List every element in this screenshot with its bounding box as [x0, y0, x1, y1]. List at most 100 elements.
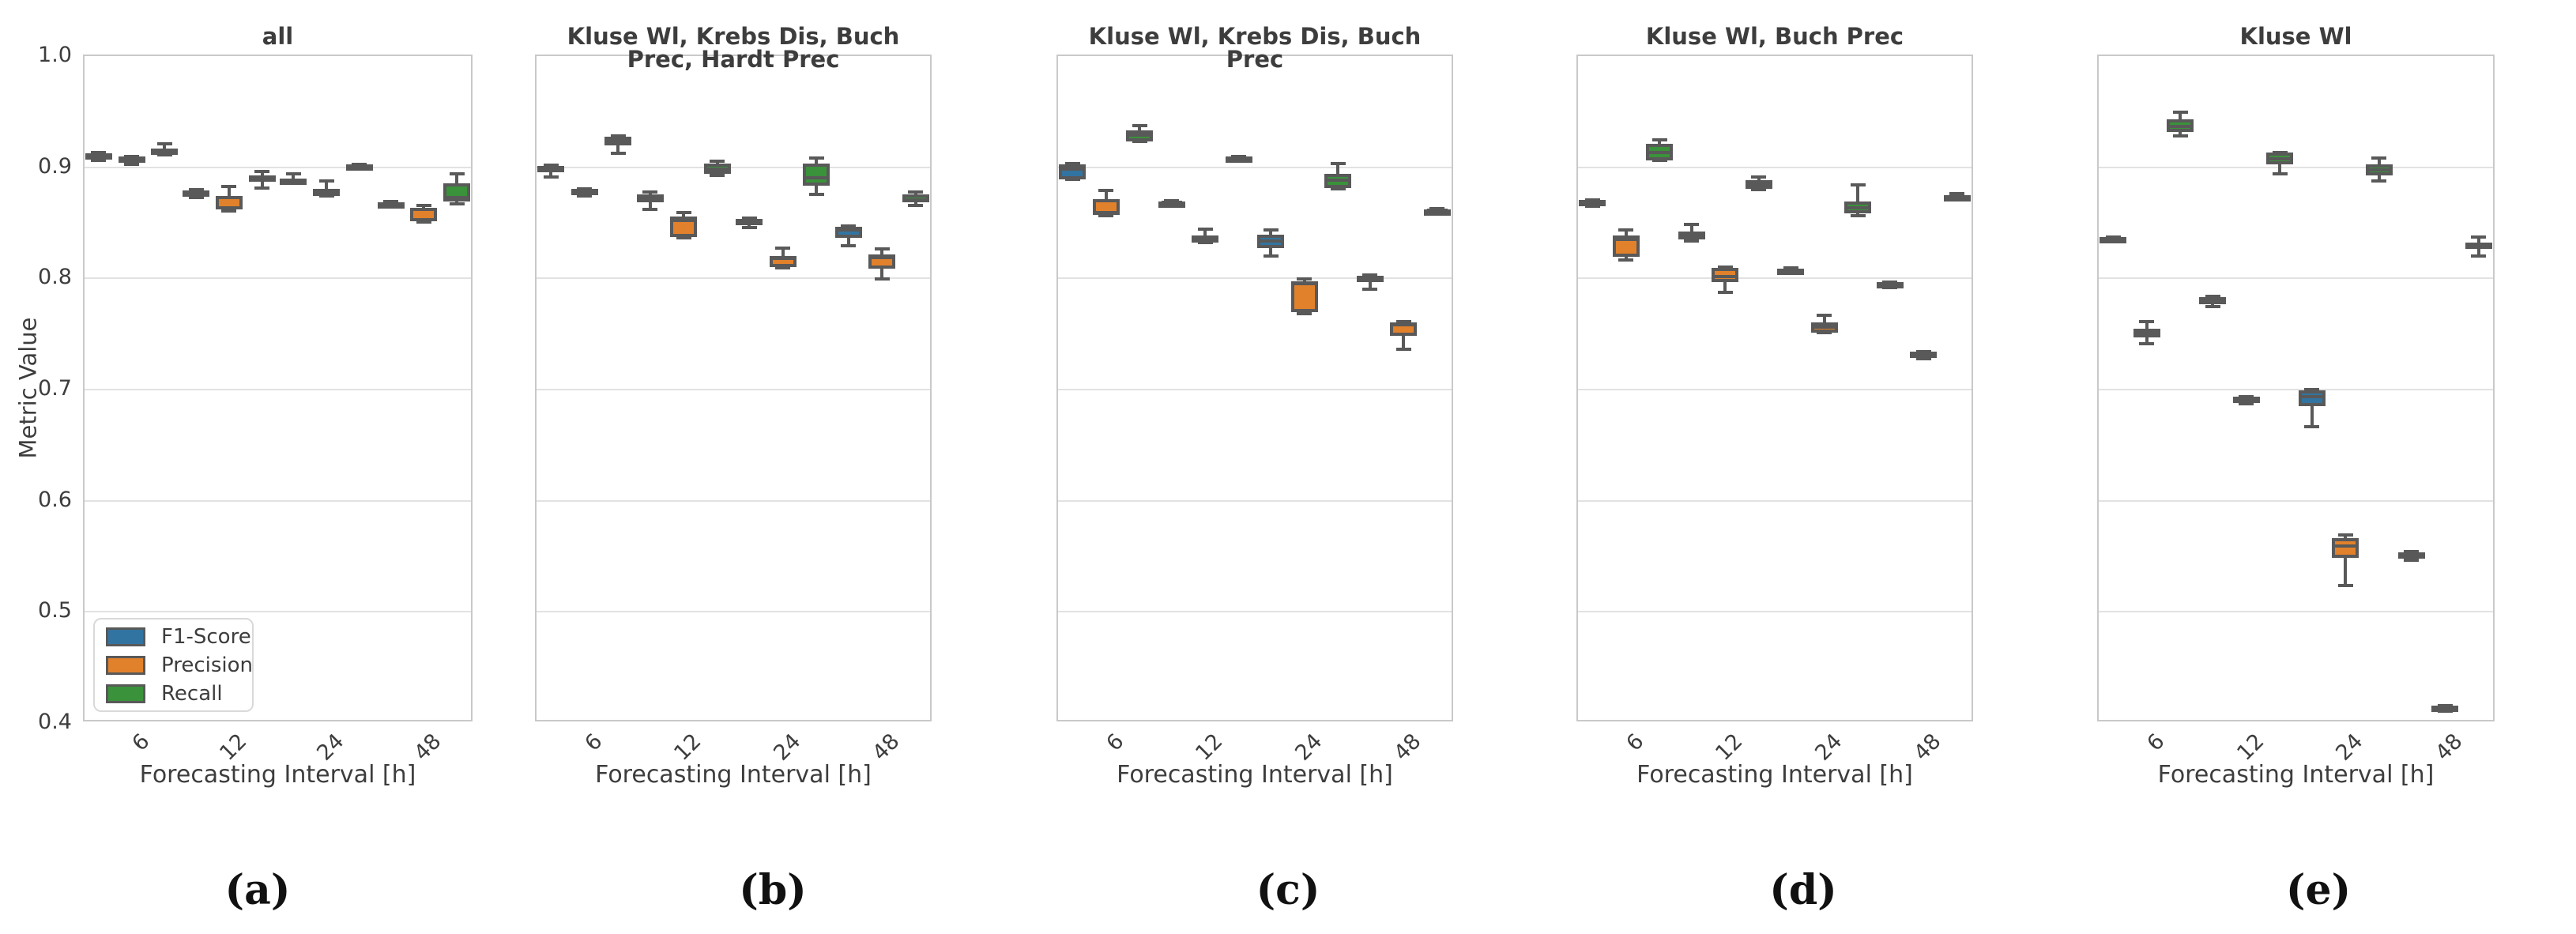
gridline-0.5 [1578, 611, 1972, 613]
legend-entry-f1-score: F1-Score [106, 627, 251, 647]
cap-low-f1-score-6h-a [91, 158, 107, 162]
gridline-0.9 [1058, 166, 1452, 168]
cap-high-precision-48h-c [1395, 320, 1411, 324]
median-recall-6h-c [1129, 133, 1151, 137]
median-f1-score-6h-c [1062, 167, 1083, 171]
legend-entry-precision: Precision [106, 655, 253, 676]
gridline-0.7 [85, 389, 471, 390]
median-recall-24h-e [2368, 168, 2390, 172]
cap-low-precision-6h-b [577, 194, 593, 198]
median-f1-score-48h-a [380, 202, 401, 206]
xlabel-b: Forecasting Interval [h] [595, 761, 872, 789]
cap-high-recall-12h-c [1231, 154, 1247, 158]
median-f1-score-6h-a [88, 154, 109, 157]
caption-c: (c) [1256, 866, 1320, 914]
median-precision-6h-d [1615, 237, 1636, 241]
gridline-0.9 [85, 166, 471, 168]
whisker-recall-24h-d [1856, 185, 1860, 216]
xlabel-e: Forecasting Interval [h] [2157, 761, 2435, 789]
cap-high-recall-24h-d [1850, 183, 1866, 187]
median-recall-12h-e [2269, 157, 2291, 161]
cap-low-f1-score-24h-c [1263, 254, 1279, 258]
cap-low-f1-score-48h-c [1362, 287, 1378, 291]
cap-high-recall-48h-a [449, 171, 465, 175]
median-precision-48h-c [1393, 322, 1414, 326]
median-precision-6h-a [121, 159, 142, 163]
gridline-0.7 [1058, 389, 1452, 390]
cap-high-f1-score-24h-e [2304, 388, 2320, 392]
panel-title-c: Kluse Wl, Krebs Dis, Buch Prec [1088, 23, 1422, 73]
gridline-0.5 [537, 611, 930, 613]
cap-low-precision-6h-c [1098, 213, 1114, 217]
median-precision-6h-c [1095, 210, 1117, 214]
cap-high-precision-6h-d [1618, 228, 1634, 232]
cap-high-recall-6h-e [2172, 111, 2188, 115]
median-recall-12h-c [1228, 156, 1249, 160]
cap-low-recall-24h-c [1330, 187, 1346, 191]
legend-label: Precision [161, 653, 254, 677]
median-recall-12h-b [706, 167, 728, 171]
cap-high-f1-score-6h-a [91, 151, 107, 155]
xtick-6h-c: 6 [1102, 729, 1129, 756]
panel-title-a: all [262, 23, 294, 50]
gridline-0.9 [1578, 166, 1972, 168]
cap-high-f1-score-12h-e [2205, 294, 2220, 298]
cap-low-precision-12h-d [1717, 291, 1733, 295]
cap-low-f1-score-48h-b [841, 243, 857, 247]
cap-high-f1-score-12h-c [1164, 198, 1180, 202]
cap-low-recall-24h-e [2371, 179, 2387, 183]
cap-low-recall-6h-e [2172, 134, 2188, 137]
gridline-0.6 [1578, 499, 1972, 502]
cap-low-precision-24h-a [318, 194, 334, 198]
cap-high-f1-score-6h-d [1584, 198, 1600, 201]
box-precision-12h-d [1712, 268, 1739, 283]
gridline-0.7 [2099, 389, 2493, 390]
cap-high-recall-48h-d [1949, 191, 1965, 195]
cap-high-f1-score-24h-a [285, 171, 301, 175]
legend-swatch-icon [106, 684, 145, 703]
cap-low-precision-12h-a [221, 209, 237, 213]
whisker-f1-score-24h-e [2310, 390, 2314, 427]
cap-high-recall-12h-a [254, 169, 270, 173]
cap-high-precision-12h-b [676, 210, 691, 214]
cap-low-precision-24h-e [2337, 584, 2353, 588]
median-f1-score-48h-e [2401, 554, 2422, 558]
y-axis-label: Metric Value [14, 317, 42, 459]
cap-high-recall-12h-b [710, 160, 725, 164]
cap-high-precision-12h-a [221, 185, 237, 189]
axes-panel-e [2097, 55, 2495, 721]
xtick-24h-d: 24 [1810, 729, 1847, 766]
cap-low-precision-24h-b [775, 266, 791, 270]
median-recall-48h-c [1426, 208, 1448, 212]
cap-low-precision-24h-d [1817, 331, 1832, 335]
cap-low-precision-24h-c [1297, 311, 1312, 315]
cap-low-precision-48h-b [874, 277, 890, 281]
cap-low-recall-24h-d [1850, 213, 1866, 217]
cap-low-f1-score-48h-e [2404, 559, 2420, 563]
cap-low-recall-48h-e [2471, 254, 2487, 258]
xtick-48h-e: 48 [2431, 729, 2468, 766]
median-recall-24h-c [1328, 178, 1349, 182]
cap-high-f1-score-24h-b [741, 217, 757, 220]
cap-high-precision-12h-c [1197, 227, 1213, 231]
box-precision-24h-e [2332, 537, 2359, 559]
cap-low-precision-48h-c [1395, 347, 1411, 351]
median-precision-24h-b [772, 257, 793, 261]
xtick-24h-c: 24 [1290, 729, 1328, 766]
xtick-12h-e: 12 [2231, 729, 2269, 766]
cap-high-precision-12h-e [2239, 394, 2254, 398]
median-precision-6h-b [574, 189, 595, 193]
cap-high-f1-score-48h-b [841, 224, 857, 228]
cap-high-f1-score-48h-e [2404, 549, 2420, 553]
gridline-0.8 [2099, 277, 2493, 280]
median-precision-48h-a [413, 208, 435, 212]
cap-low-f1-score-12h-e [2205, 305, 2220, 309]
median-precision-24h-d [1813, 325, 1835, 329]
median-f1-score-12h-c [1161, 201, 1182, 205]
cap-low-recall-6h-d [1651, 159, 1667, 163]
median-f1-score-24h-d [1780, 269, 1802, 273]
cap-high-recall-48h-c [1429, 206, 1445, 210]
xtick-48h-a: 48 [409, 729, 446, 766]
cap-high-f1-score-12h-b [642, 190, 658, 194]
